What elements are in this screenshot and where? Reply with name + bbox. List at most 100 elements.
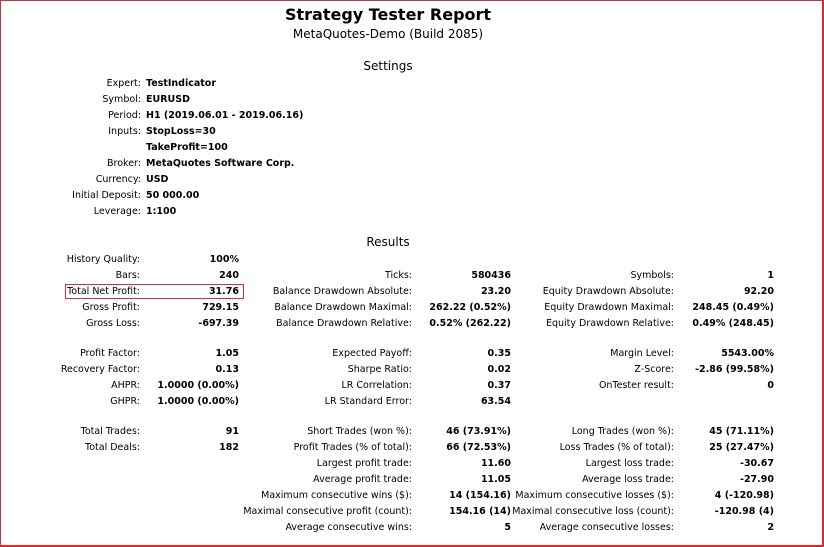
result-label: Total Trades:	[80, 426, 140, 437]
settings-label: Inputs:	[108, 126, 141, 137]
settings-label: Symbol:	[102, 94, 141, 105]
result-value: 0	[767, 380, 774, 391]
result-value: 66 (72.53%)	[446, 442, 511, 453]
result-value: 0.49% (248.45)	[692, 318, 774, 329]
result-value: 154.16 (14)	[449, 506, 511, 517]
result-label: Symbols:	[630, 270, 674, 281]
result-label: AHPR:	[111, 380, 140, 391]
settings-label: Period:	[108, 110, 141, 121]
result-value: 63.54	[480, 396, 511, 407]
result-label: Margin Level:	[610, 348, 674, 359]
result-value: 23.20	[480, 286, 511, 297]
result-label: Equity Drawdown Absolute:	[542, 286, 674, 297]
result-label: Average loss trade:	[582, 474, 674, 485]
result-label: Expected Payoff:	[332, 348, 412, 359]
result-label: Gross Profit:	[82, 302, 140, 313]
settings-label: Broker:	[107, 158, 141, 169]
result-value: 248.45 (0.49%)	[692, 302, 774, 313]
settings-value: StopLoss=30	[146, 126, 216, 137]
result-value: 240	[219, 270, 239, 281]
settings-label: Initial Deposit:	[72, 190, 141, 201]
result-label: Profit Trades (% of total):	[293, 442, 412, 453]
result-label: Average consecutive losses:	[539, 522, 674, 533]
result-label: Bars:	[115, 270, 140, 281]
result-value: 92.20	[743, 286, 774, 297]
result-label: Recovery Factor:	[60, 364, 140, 375]
result-label: Maximum consecutive wins ($):	[261, 490, 412, 501]
result-label: LR Correlation:	[341, 380, 413, 391]
result-value: 11.05	[480, 474, 511, 485]
settings-value: 50 000.00	[146, 190, 200, 201]
result-value: 11.60	[480, 458, 511, 469]
result-value: 0.52% (262.22)	[429, 318, 511, 329]
result-label: Total Net Profit:	[67, 286, 140, 297]
result-value: -30.67	[740, 458, 774, 469]
settings-value: EURUSD	[146, 94, 190, 105]
result-label: Average consecutive wins:	[285, 522, 412, 533]
result-value: 45 (71.11%)	[709, 426, 774, 437]
result-label: Equity Drawdown Relative:	[545, 318, 674, 329]
result-label: Largest profit trade:	[316, 458, 412, 469]
result-value: 2	[767, 522, 774, 533]
result-label: Long Trades (won %):	[571, 426, 674, 437]
report-subtitle: MetaQuotes-Demo (Build 2085)	[292, 27, 484, 41]
result-value: 1.05	[215, 348, 239, 359]
settings-value: H1 (2019.06.01 - 2019.06.16)	[146, 110, 304, 121]
result-label: GHPR:	[110, 396, 140, 407]
report-title: Strategy Tester Report	[284, 5, 492, 24]
result-value: -120.98 (4)	[714, 506, 774, 517]
result-value: 46 (73.91%)	[446, 426, 511, 437]
result-label: Maximal consecutive loss (count):	[512, 506, 674, 517]
result-value: 0.02	[487, 364, 511, 375]
result-value: 729.15	[202, 302, 239, 313]
result-value: 580436	[471, 270, 511, 281]
result-value: 182	[219, 442, 239, 453]
result-label: Maximal consecutive profit (count):	[243, 506, 412, 517]
result-value: 5543.00%	[721, 348, 774, 359]
result-value: 14 (154.16)	[449, 490, 511, 501]
result-label: Short Trades (won %):	[307, 426, 412, 437]
result-label: Balance Drawdown Maximal:	[274, 302, 412, 313]
result-label: Z-Score:	[634, 364, 674, 375]
result-value: 91	[225, 426, 239, 437]
result-label: Largest loss trade:	[585, 458, 674, 469]
result-label: Total Deals:	[85, 442, 140, 453]
result-value: -697.39	[198, 318, 239, 329]
result-value: 1	[767, 270, 774, 281]
result-value: 0.37	[487, 380, 511, 391]
results-heading: Results	[366, 235, 410, 249]
result-label: History Quality:	[66, 254, 140, 265]
result-label: Equity Drawdown Maximal:	[544, 302, 674, 313]
result-value: 100%	[209, 254, 239, 265]
result-value: 0.13	[215, 364, 239, 375]
settings-value: USD	[146, 174, 169, 185]
result-label: Balance Drawdown Relative:	[276, 318, 412, 329]
result-value: 262.22 (0.52%)	[429, 302, 511, 313]
result-value: 1.0000 (0.00%)	[157, 396, 239, 407]
total-net-profit-highlight	[65, 284, 244, 299]
result-value: 5	[504, 522, 511, 533]
result-label: Sharpe Ratio:	[347, 364, 412, 375]
result-value: -27.90	[740, 474, 774, 485]
result-label: LR Standard Error:	[324, 396, 412, 407]
result-value: 31.76	[208, 286, 239, 297]
result-label: OnTester result:	[598, 380, 674, 391]
settings-value: MetaQuotes Software Corp.	[146, 158, 295, 169]
result-value: 4 (-120.98)	[714, 490, 774, 501]
result-value: -2.86 (99.58%)	[695, 364, 774, 375]
result-value: 1.0000 (0.00%)	[157, 380, 239, 391]
settings-value: TestIndicator	[146, 78, 217, 89]
result-label: Profit Factor:	[80, 348, 140, 359]
result-value: 0.35	[487, 348, 511, 359]
result-value: 25 (27.47%)	[709, 442, 774, 453]
result-label: Gross Loss:	[86, 318, 140, 329]
settings-heading: Settings	[363, 59, 413, 73]
settings-label: Expert:	[106, 78, 141, 89]
result-label: Loss Trades (% of total):	[559, 442, 674, 453]
settings-label: Leverage:	[93, 206, 141, 217]
result-label: Average profit trade:	[313, 474, 412, 485]
result-label: Ticks:	[384, 270, 412, 281]
settings-value: TakeProfit=100	[146, 142, 228, 153]
settings-value: 1:100	[146, 206, 177, 217]
